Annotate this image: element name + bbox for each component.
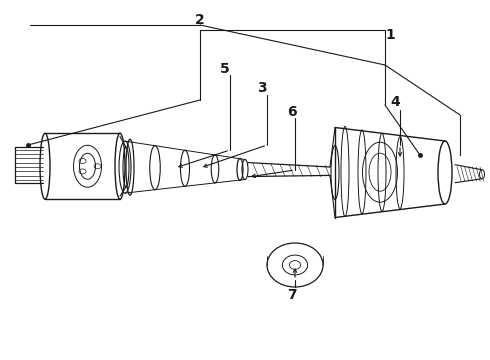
Text: 5: 5 xyxy=(220,62,230,76)
Text: 6: 6 xyxy=(287,105,297,119)
Text: 4: 4 xyxy=(390,95,400,109)
Text: 3: 3 xyxy=(257,81,267,95)
Text: 1: 1 xyxy=(385,28,395,42)
Text: 7: 7 xyxy=(287,288,297,302)
Text: 2: 2 xyxy=(195,13,205,27)
